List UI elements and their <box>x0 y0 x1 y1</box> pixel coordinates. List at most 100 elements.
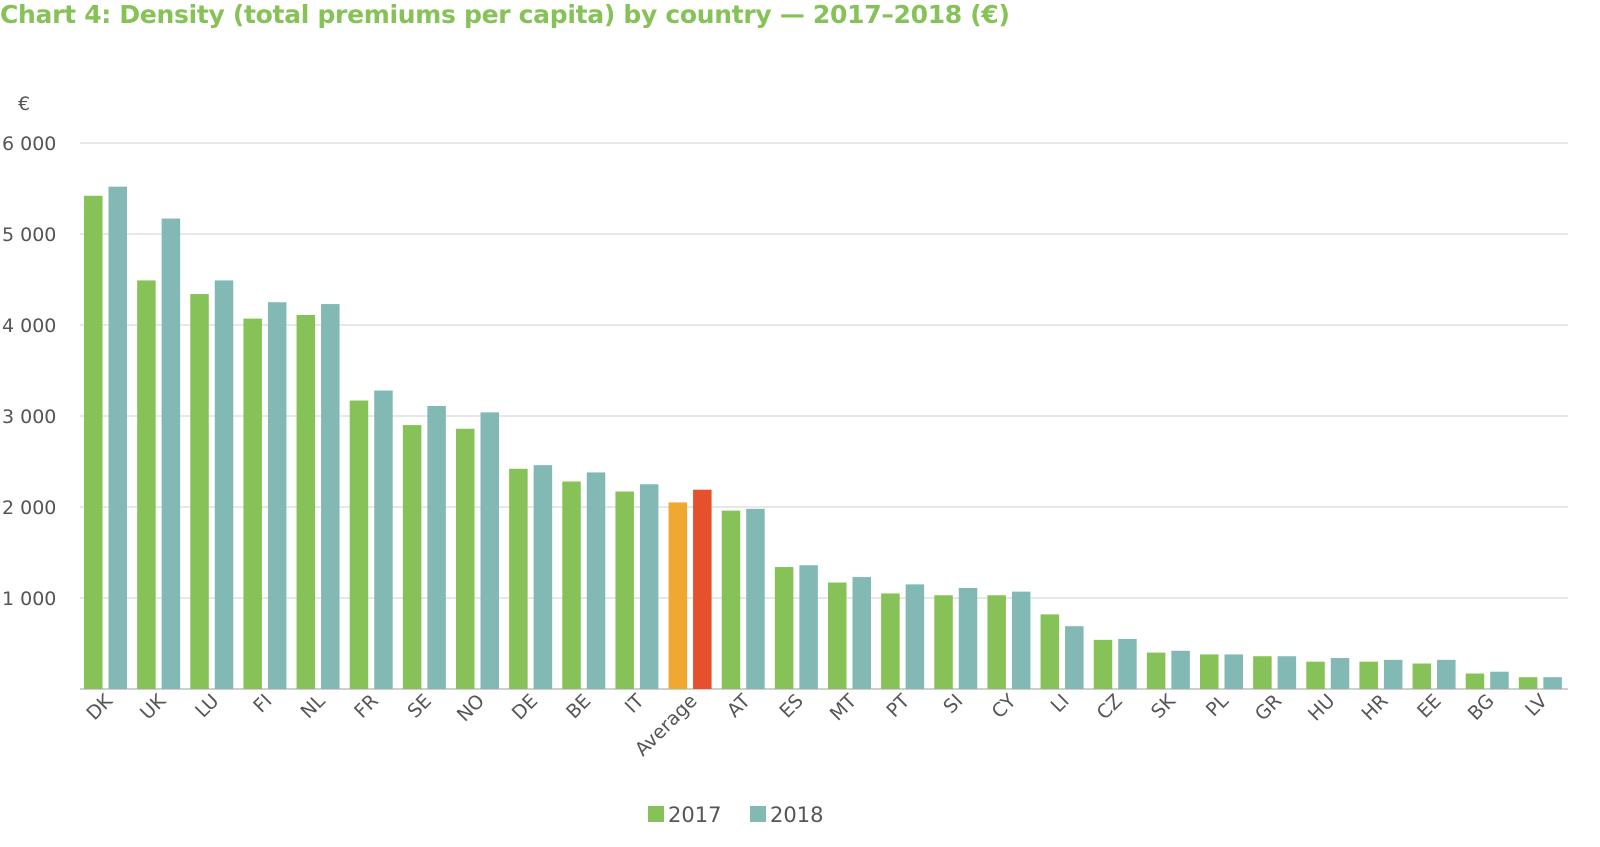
x-category-label: EE <box>1413 690 1446 723</box>
y-tick-label: 6 000 <box>2 133 56 155</box>
bar-2018-NO <box>480 412 499 689</box>
x-category-label: SK <box>1147 690 1180 723</box>
x-category-label: UK <box>136 690 171 725</box>
bar-2017-MT <box>828 582 847 689</box>
x-category-label: GR <box>1251 690 1286 725</box>
y-axis-tick-labels: 1 000 2 000 3 000 4 000 5 000 6 000 <box>2 133 56 610</box>
x-category-label: PT <box>882 690 914 722</box>
legend-label-2018: 2018 <box>770 803 823 827</box>
x-category-label: CY <box>988 690 1021 723</box>
bar-2017-DE <box>509 468 528 689</box>
bar-2018-Average <box>693 489 712 689</box>
legend: 2017 2018 <box>648 803 823 827</box>
bar-2017-SK <box>1146 652 1166 689</box>
x-category-label: NL <box>297 690 330 723</box>
x-category-label: HU <box>1304 690 1339 725</box>
bar-2017-Average <box>668 502 688 689</box>
y-tick-label: 1 000 <box>2 588 56 610</box>
bar-2018-FR <box>374 390 393 689</box>
legend-swatch-2017 <box>648 806 664 822</box>
x-category-label: DE <box>508 690 542 724</box>
bar-2017-HR <box>1359 661 1378 689</box>
bar-2017-SI <box>934 595 953 689</box>
x-category-label: HR <box>1357 690 1392 725</box>
bar-2017-UK <box>137 280 156 689</box>
bar-2017-ES <box>774 567 794 689</box>
bar-2018-CZ <box>1118 638 1137 689</box>
bar-2018-DE <box>533 465 553 689</box>
bar-2018-SE <box>427 405 446 689</box>
bar-2018-BE <box>586 472 606 689</box>
bar-2017-AT <box>721 510 741 689</box>
x-category-label: MT <box>826 690 862 726</box>
bar-2018-PT <box>905 584 925 689</box>
x-category-label: LI <box>1047 690 1074 717</box>
bar-2017-EE <box>1412 663 1432 689</box>
y-axis-unit-label: € <box>18 93 30 115</box>
bar-2018-HR <box>1383 659 1403 689</box>
bar-2018-DK <box>108 186 127 689</box>
bar-2018-MT <box>852 577 871 689</box>
bar-2017-LI <box>1040 614 1060 689</box>
bar-2017-NO <box>456 428 475 689</box>
x-category-label: FI <box>249 690 276 717</box>
bar-2018-ES <box>799 565 818 689</box>
bar-2017-CZ <box>1093 639 1113 689</box>
bar-2017-HU <box>1306 661 1325 689</box>
bar-2018-EE <box>1437 659 1456 689</box>
bar-2018-FI <box>267 302 287 689</box>
bar-2018-GR <box>1277 656 1297 689</box>
x-category-label: CZ <box>1093 690 1127 724</box>
x-category-label: PL <box>1202 690 1233 721</box>
bar-2017-PL <box>1200 654 1219 689</box>
bar-2017-BE <box>562 481 581 689</box>
bar-2018-SK <box>1171 650 1190 689</box>
bar-2018-IT <box>639 484 659 689</box>
bar-2017-SE <box>402 425 422 689</box>
bar-2018-NL <box>321 304 340 689</box>
bar-2018-UK <box>161 218 181 689</box>
x-category-label: NO <box>453 690 489 726</box>
x-category-label: SI <box>939 690 967 718</box>
y-tick-label: 2 000 <box>2 497 56 519</box>
x-category-label: LU <box>191 690 223 722</box>
y-tick-label: 3 000 <box>2 406 56 428</box>
bar-2017-FR <box>349 400 369 689</box>
bar-2018-LU <box>214 280 234 689</box>
bars <box>84 186 1562 689</box>
x-category-label: BG <box>1464 690 1499 725</box>
bar-2017-PT <box>881 593 900 689</box>
y-tick-label: 4 000 <box>2 315 56 337</box>
bar-2018-HU <box>1330 658 1350 689</box>
bar-2017-CY <box>987 595 1006 689</box>
bar-2017-BG <box>1465 673 1485 689</box>
bar-2017-GR <box>1253 656 1272 689</box>
x-category-label: BE <box>562 690 595 723</box>
y-tick-label: 5 000 <box>2 224 56 246</box>
x-category-label: ES <box>775 690 808 723</box>
bar-2017-LU <box>190 294 209 689</box>
bar-2018-LI <box>1065 626 1084 689</box>
bar-2017-LV <box>1518 677 1538 689</box>
bar-2017-IT <box>615 491 634 689</box>
legend-label-2017: 2017 <box>668 803 721 827</box>
bar-2018-PL <box>1224 654 1243 689</box>
bar-2018-LV <box>1543 677 1562 689</box>
bar-2018-SI <box>958 587 978 689</box>
bar-2017-FI <box>243 318 262 689</box>
x-category-label: DK <box>82 690 117 725</box>
bar-2018-AT <box>746 508 765 689</box>
bar-2017-DK <box>84 195 103 689</box>
chart-title: Chart 4: Density (total premiums per cap… <box>0 0 1010 29</box>
bar-2018-BG <box>1490 671 1509 689</box>
bar-2017-NL <box>296 314 316 689</box>
x-category-label: SE <box>403 690 436 723</box>
x-category-label: AT <box>723 690 755 722</box>
bar-2018-CY <box>1011 591 1031 689</box>
x-category-label: FR <box>350 690 383 723</box>
x-category-label: IT <box>621 690 649 718</box>
legend-swatch-2018 <box>750 806 766 822</box>
x-category-label: LV <box>1521 690 1552 721</box>
